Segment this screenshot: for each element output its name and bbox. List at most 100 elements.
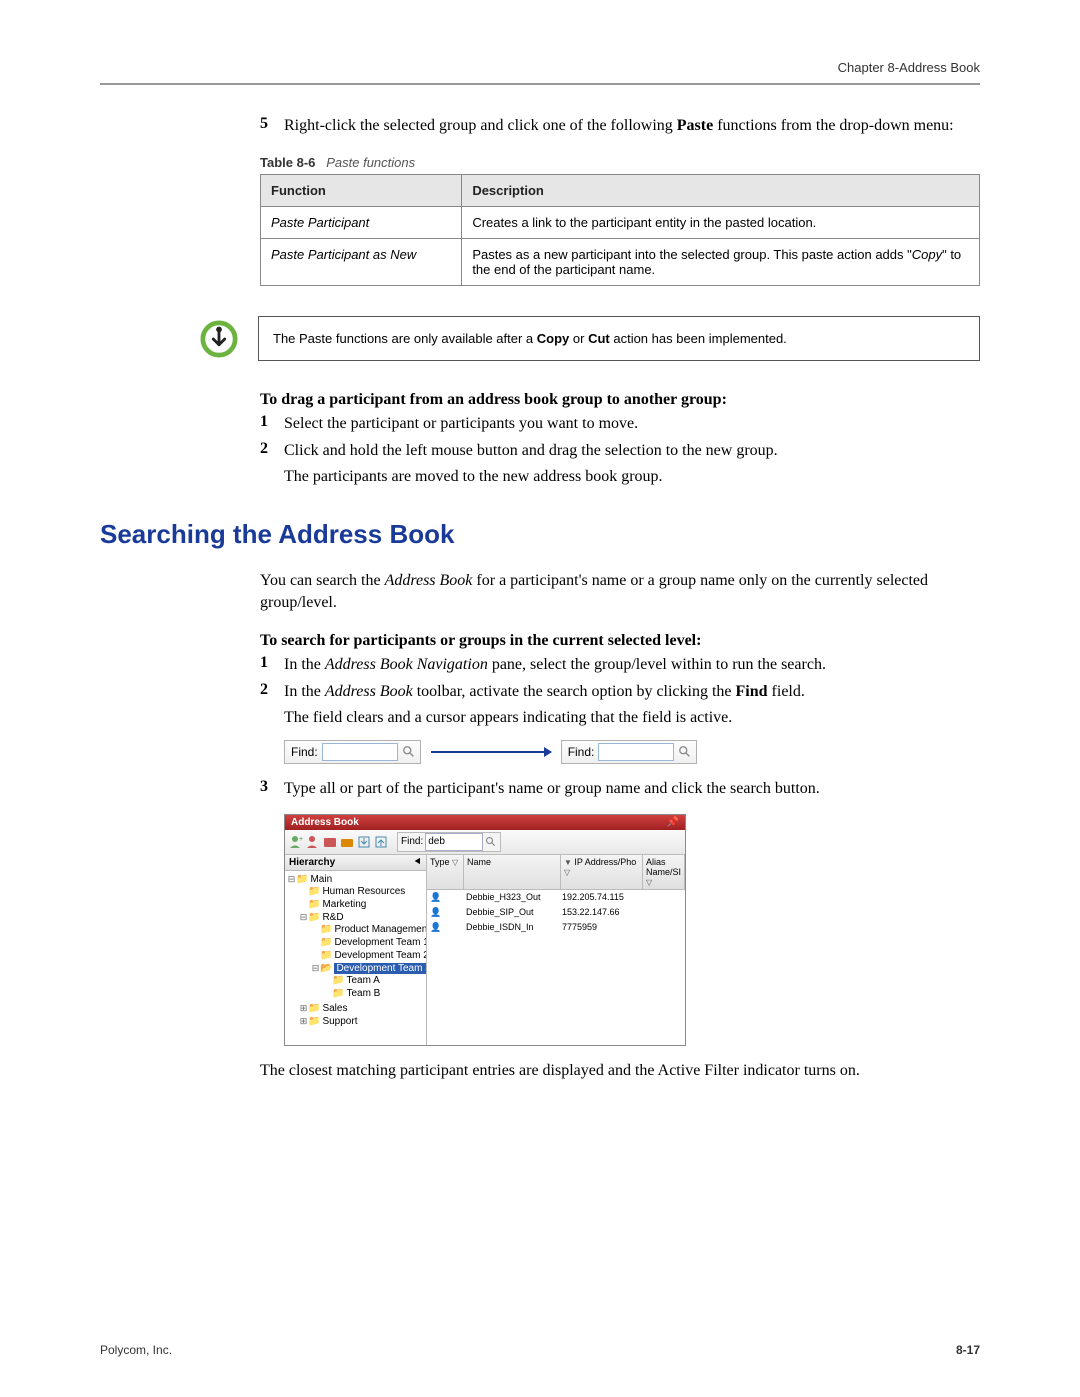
- procedure-title: To search for participants or groups in …: [260, 632, 980, 650]
- tree-node[interactable]: ⊞📁Sales: [299, 1002, 426, 1015]
- step-number: 2: [260, 440, 284, 462]
- content-block-2: You can search the Address Book for a pa…: [260, 570, 980, 1083]
- drag-step-1: 1 Select the participant or participants…: [260, 413, 980, 435]
- col-function: Function: [261, 175, 462, 207]
- search-step-2: 2 In the Address Book toolbar, activate …: [260, 681, 980, 703]
- tree-node[interactable]: 📁Team B: [323, 987, 426, 1000]
- step-number: 2: [260, 681, 284, 703]
- col-label: Name: [467, 857, 491, 867]
- search-icon[interactable]: [402, 745, 416, 759]
- list-row[interactable]: 👤 Debbie_SIP_Out 153.22.147.66: [427, 905, 685, 920]
- find-input[interactable]: [322, 743, 398, 761]
- italic-text: Address Book Navigation: [325, 656, 488, 673]
- filter-icon[interactable]: ▽: [564, 868, 570, 877]
- text: You can search the: [260, 572, 385, 589]
- folder-icon[interactable]: [340, 835, 354, 849]
- italic-text: Copy: [912, 247, 942, 262]
- tree-node-main[interactable]: ⊟📁Main 📁Human Resources 📁Marketing ⊟📁R&D…: [287, 873, 426, 1029]
- group-icon[interactable]: [323, 835, 337, 849]
- find-label: Find:: [401, 836, 423, 847]
- tree-node[interactable]: 📁Development Team 2: [311, 949, 426, 962]
- note: The Paste functions are only available a…: [200, 316, 980, 361]
- step-number: 1: [260, 413, 284, 435]
- search-icon[interactable]: [485, 836, 497, 848]
- cell-ip: 192.205.74.115: [559, 890, 640, 905]
- remove-person-icon[interactable]: [306, 835, 320, 849]
- col-name[interactable]: Name: [464, 855, 561, 889]
- table-row: Paste Participant as New Pastes as a new…: [261, 239, 980, 286]
- note-box: The Paste functions are only available a…: [258, 316, 980, 361]
- list-row[interactable]: 👤 Debbie_ISDN_In 7775959: [427, 920, 685, 935]
- add-person-icon[interactable]: +: [289, 835, 303, 849]
- tree-pane: Hierarchy ⯇ ⊟📁Main 📁Human Resources 📁Mar…: [285, 855, 427, 1045]
- find-label: Find:: [291, 745, 318, 759]
- filter-icon[interactable]: ▽: [452, 858, 458, 867]
- tree-node[interactable]: ⊟📁R&D 📁Product Management 📁Development T…: [299, 911, 426, 1002]
- step-number: 1: [260, 654, 284, 676]
- tree-header: Hierarchy ⯇: [285, 855, 426, 871]
- address-book-window: Address Book 📌 + Find: Hiera: [284, 814, 686, 1046]
- paste-functions-table: Function Description Paste Participant C…: [260, 174, 980, 286]
- col-alias[interactable]: Alias Name/SI ▽: [643, 855, 685, 889]
- intro-para: You can search the Address Book for a pa…: [260, 570, 980, 615]
- collapse-icon[interactable]: ⯇: [414, 857, 422, 868]
- tree-label: Development Team 3: [334, 963, 427, 974]
- footer-left: Polycom, Inc.: [100, 1343, 172, 1357]
- search-icon[interactable]: [678, 745, 692, 759]
- col-type[interactable]: Type ▽: [427, 855, 464, 889]
- tree-label: R&D: [322, 912, 343, 923]
- tree-node[interactable]: 📁Development Team 1: [311, 936, 426, 949]
- bold-text: Paste: [677, 117, 713, 134]
- cell-alias: [640, 920, 685, 935]
- search-step-3: 3 Type all or part of the participant's …: [260, 778, 980, 800]
- tree-node[interactable]: 📁Product Management: [311, 923, 426, 936]
- step-result: The participants are moved to the new ad…: [284, 466, 980, 488]
- bold-text: Cut: [588, 331, 610, 346]
- import-icon[interactable]: [357, 835, 371, 849]
- cell-name: Debbie_SIP_Out: [463, 905, 559, 920]
- text: pane, select the group/level within to r…: [488, 656, 826, 673]
- cell-ip: 7775959: [559, 920, 640, 935]
- find-box: Find:: [397, 832, 501, 852]
- text: functions from the drop-down menu:: [713, 117, 953, 134]
- tree-node-selected[interactable]: ⊟📂Development Team 3 📁Team A 📁Team B: [311, 962, 426, 1001]
- tree-node[interactable]: 📁Marketing: [299, 898, 426, 911]
- col-description: Description: [462, 175, 980, 207]
- tree-label: Product Management: [334, 924, 427, 935]
- list-row[interactable]: 👤 Debbie_H323_Out 192.205.74.115: [427, 890, 685, 905]
- tree-node[interactable]: 📁Team A: [323, 974, 426, 987]
- pin-icon[interactable]: 📌: [667, 817, 679, 828]
- find-box-left: Find:: [284, 740, 421, 764]
- toolbar: + Find:: [285, 830, 685, 855]
- page: Chapter 8-Address Book 5 Right-click the…: [0, 0, 1080, 1397]
- export-icon[interactable]: [374, 835, 388, 849]
- cell-fn: Paste Participant as New: [261, 239, 462, 286]
- step-number: 5: [260, 115, 284, 137]
- chapter-header: Chapter 8-Address Book: [100, 60, 980, 75]
- tree-label: Sales: [322, 1003, 347, 1014]
- text: In the: [284, 656, 325, 673]
- find-input[interactable]: [598, 743, 674, 761]
- col-label: IP Address/Pho: [574, 857, 636, 867]
- find-input[interactable]: [425, 833, 483, 851]
- tree-node[interactable]: 📁Human Resources: [299, 885, 426, 898]
- svg-text:+: +: [299, 836, 303, 843]
- italic-text: Address Book: [325, 683, 413, 700]
- filter-icon[interactable]: ▽: [646, 878, 652, 887]
- text: In the: [284, 683, 325, 700]
- step-text: Right-click the selected group and click…: [284, 115, 980, 137]
- tree-label: Team B: [346, 988, 380, 999]
- type-icon: 👤: [427, 890, 463, 905]
- drag-step-2: 2 Click and hold the left mouse button a…: [260, 440, 980, 462]
- filter-icon[interactable]: ▼: [564, 858, 572, 867]
- tree-node[interactable]: ⊞📁Support: [299, 1015, 426, 1028]
- window-body: Hierarchy ⯇ ⊟📁Main 📁Human Resources 📁Mar…: [285, 855, 685, 1045]
- step-number: 3: [260, 778, 284, 800]
- col-ip[interactable]: ▼ IP Address/Pho ▽: [561, 855, 643, 889]
- tree-label: Development Team 2: [334, 950, 427, 961]
- tree-label: Human Resources: [322, 886, 405, 897]
- note-icon: [200, 320, 238, 358]
- tree-label: Main: [310, 874, 332, 885]
- col-label: Alias Name/SI: [646, 857, 681, 877]
- table-caption: Table 8-6 Paste functions: [260, 155, 980, 170]
